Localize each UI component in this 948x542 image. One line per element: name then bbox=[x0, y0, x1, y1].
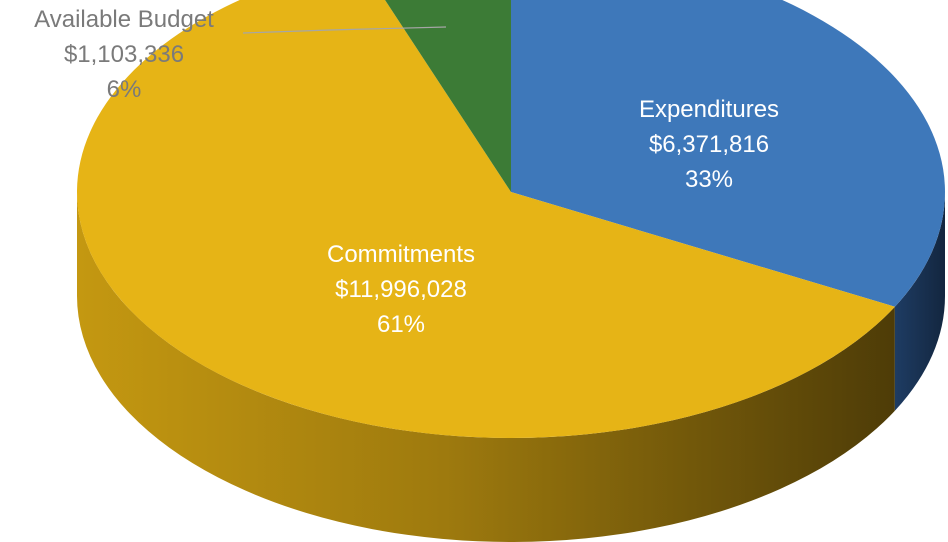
available-budget-label: Available Budget bbox=[34, 6, 214, 33]
available-budget-value-label: $1,103,336 bbox=[64, 41, 184, 68]
expenditures-slice bbox=[511, 0, 945, 307]
commitments-slice bbox=[77, 0, 895, 438]
available-budget-slice bbox=[385, 0, 511, 192]
commitments-slice-side bbox=[77, 192, 895, 542]
available-budget-percent-label: 6% bbox=[107, 76, 142, 103]
available-budget-leader-line bbox=[242, 26, 447, 34]
commitments-percent-label: 61% bbox=[377, 311, 425, 338]
expenditures-value-label: $6,371,816 bbox=[649, 131, 769, 158]
commitments-value-label: $11,996,028 bbox=[335, 276, 467, 303]
expenditures-label: Expenditures bbox=[639, 96, 779, 123]
expenditures-slice-side bbox=[894, 192, 945, 411]
expenditures-percent-label: 33% bbox=[685, 166, 733, 193]
commitments-label: Commitments bbox=[327, 241, 475, 268]
pie-side-wall bbox=[77, 192, 945, 542]
